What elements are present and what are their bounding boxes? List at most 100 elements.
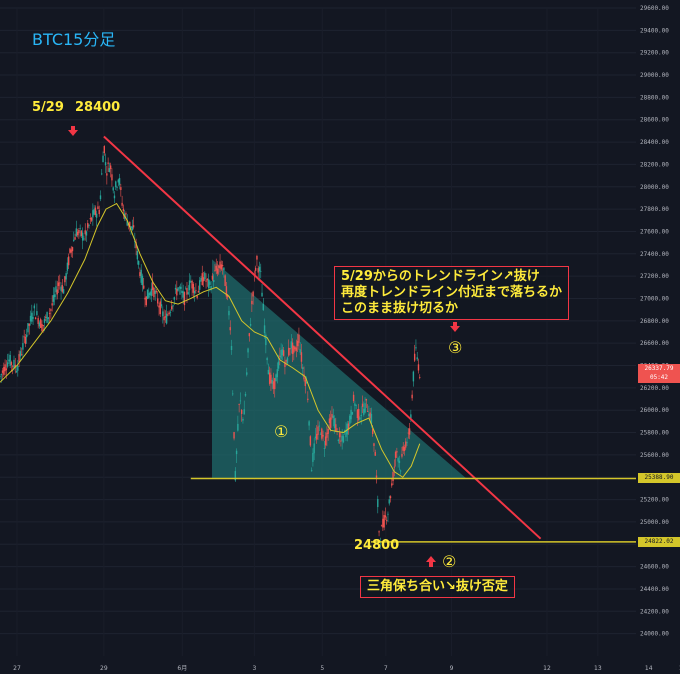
candle-body bbox=[78, 230, 80, 234]
candle-body bbox=[281, 349, 284, 356]
candle-body bbox=[261, 292, 263, 297]
candle-body bbox=[257, 268, 259, 273]
candle-body bbox=[164, 316, 167, 318]
candle-body bbox=[19, 351, 22, 357]
price-tag-support-upper: 25388.90 bbox=[638, 473, 680, 484]
candle-body bbox=[53, 294, 56, 298]
breakout-note-line-1: 5/29からのトレンドライン↗抜け bbox=[341, 269, 540, 284]
candle-body bbox=[117, 179, 119, 183]
candle-body bbox=[238, 404, 240, 405]
candle-body bbox=[389, 496, 392, 499]
candle-body bbox=[195, 289, 197, 291]
candle-body bbox=[28, 323, 30, 326]
candle-body bbox=[246, 372, 248, 375]
candle-body bbox=[14, 364, 16, 368]
candle-body bbox=[83, 238, 85, 240]
candle-body bbox=[268, 372, 271, 384]
candle-body bbox=[416, 357, 418, 360]
candle-body bbox=[148, 293, 150, 298]
candle-body bbox=[45, 316, 47, 318]
candle-body bbox=[397, 458, 399, 462]
candle-body bbox=[289, 348, 291, 350]
candle-body bbox=[193, 290, 196, 294]
marker-3: ③ bbox=[448, 338, 463, 357]
candle-body bbox=[391, 483, 393, 486]
candle-body bbox=[279, 355, 281, 357]
y-tick-label: 25000.00 bbox=[640, 519, 669, 526]
candle-body bbox=[36, 311, 38, 316]
candle-body bbox=[333, 418, 336, 429]
candle-body bbox=[37, 318, 39, 325]
candle-body bbox=[215, 265, 217, 271]
candle-body bbox=[50, 309, 52, 311]
candle-body bbox=[22, 343, 24, 350]
candle-body bbox=[146, 289, 149, 300]
candle-body bbox=[405, 441, 407, 448]
candle-body bbox=[377, 499, 379, 508]
candle-body bbox=[221, 265, 224, 267]
candle-body bbox=[62, 289, 65, 294]
candle-body bbox=[80, 230, 83, 236]
candle-body bbox=[368, 413, 370, 417]
candle-body bbox=[387, 513, 389, 515]
candle-body bbox=[229, 327, 231, 331]
candle-body bbox=[300, 352, 303, 362]
candle-body bbox=[322, 435, 324, 437]
candle-body bbox=[183, 292, 186, 306]
x-tick-label: 16 bbox=[679, 665, 680, 672]
candle-body bbox=[411, 394, 413, 399]
candle-body bbox=[406, 442, 408, 444]
candle-body bbox=[373, 443, 375, 446]
candle-body bbox=[102, 155, 104, 163]
candle-body bbox=[402, 446, 404, 451]
candle-body bbox=[141, 275, 144, 286]
candle-body bbox=[271, 379, 273, 385]
candle-body bbox=[90, 217, 93, 221]
candle-body bbox=[178, 287, 181, 289]
candle-body bbox=[233, 432, 235, 439]
candle-body bbox=[332, 415, 334, 419]
candle-body bbox=[57, 282, 60, 286]
candle-body bbox=[60, 286, 62, 291]
candle-body bbox=[120, 187, 122, 191]
candle-body bbox=[98, 209, 100, 215]
y-tick-label: 28600.00 bbox=[640, 117, 669, 124]
breakout-note-line-3: このまま抜け切るか bbox=[341, 301, 459, 316]
candle-body bbox=[369, 412, 371, 419]
candle-body bbox=[350, 409, 352, 420]
candle-body bbox=[290, 341, 292, 349]
candle-body bbox=[345, 429, 347, 438]
price-axis[interactable]: 24000.0024200.0024400.0024600.0024800.00… bbox=[636, 0, 680, 674]
time-axis[interactable]: 27296月3579121314161921 bbox=[13, 665, 680, 672]
candle-body bbox=[410, 414, 412, 419]
trendline[interactable] bbox=[103, 135, 542, 540]
candle-body bbox=[150, 288, 153, 296]
candle-body bbox=[323, 448, 326, 449]
y-tick-label: 27200.00 bbox=[640, 273, 669, 280]
candle-body bbox=[265, 334, 267, 346]
candle-body bbox=[263, 325, 266, 334]
candle-body bbox=[145, 296, 147, 306]
candle-body bbox=[417, 364, 420, 371]
candle-body bbox=[316, 433, 318, 440]
candle-body bbox=[135, 242, 137, 249]
candle-body bbox=[274, 378, 276, 390]
y-tick-label: 29200.00 bbox=[640, 50, 669, 57]
candle-body bbox=[13, 359, 15, 369]
candle-body bbox=[327, 428, 329, 434]
candle-body bbox=[277, 361, 280, 369]
x-tick-label: 6月 bbox=[177, 665, 187, 672]
candle-body bbox=[94, 207, 97, 215]
y-tick-label: 29000.00 bbox=[640, 72, 669, 79]
x-tick-label: 3 bbox=[252, 665, 256, 672]
y-tick-label: 28200.00 bbox=[640, 161, 669, 168]
high-price-label: 28400 bbox=[75, 100, 121, 115]
candle-body bbox=[144, 297, 146, 300]
candle-body bbox=[305, 381, 308, 384]
candle-body bbox=[412, 371, 415, 382]
candle-body bbox=[232, 393, 234, 395]
y-tick-label: 24000.00 bbox=[640, 631, 669, 638]
candle-body bbox=[64, 276, 66, 283]
candle-body bbox=[153, 287, 155, 298]
